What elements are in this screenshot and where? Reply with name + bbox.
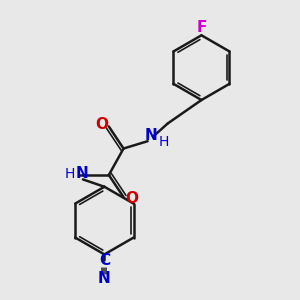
Text: H: H [65, 167, 75, 181]
Text: O: O [95, 118, 108, 133]
Text: H: H [159, 135, 169, 149]
Text: N: N [98, 271, 111, 286]
Text: N: N [145, 128, 158, 143]
Text: O: O [125, 191, 138, 206]
Text: C: C [99, 254, 110, 268]
Text: F: F [196, 20, 207, 35]
Text: N: N [75, 166, 88, 181]
